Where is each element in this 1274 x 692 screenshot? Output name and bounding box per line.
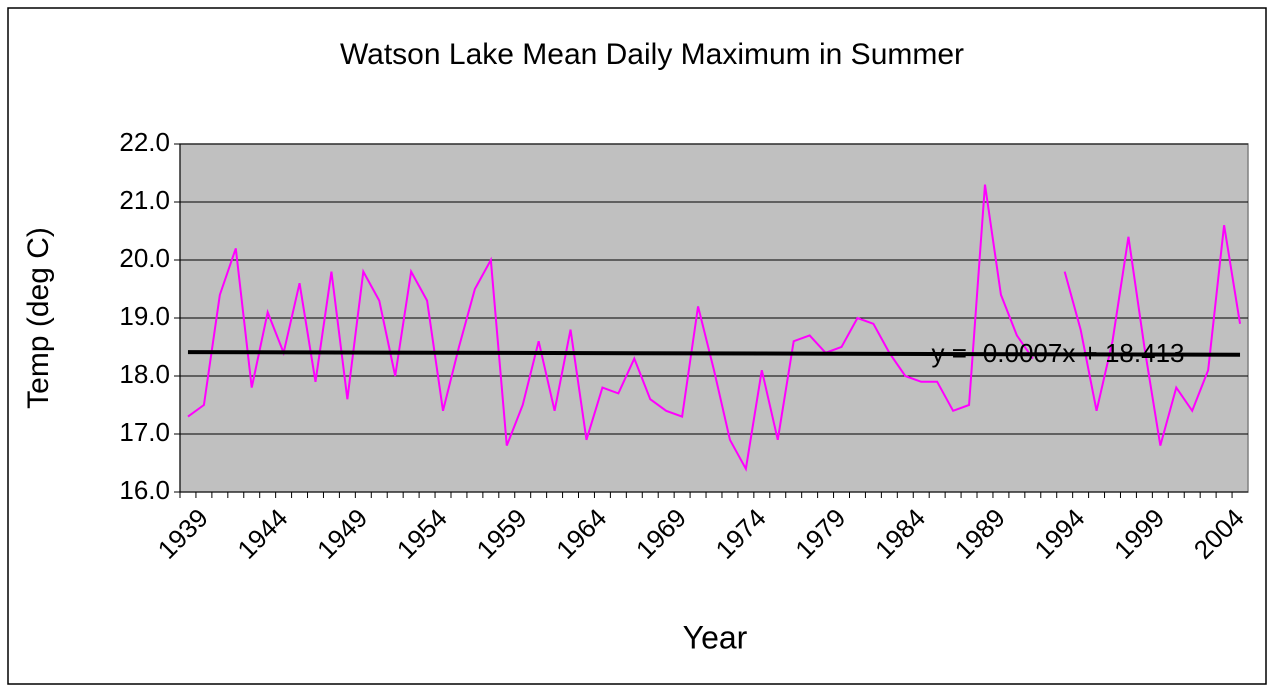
y-tick-label: 20.0 (119, 243, 170, 273)
y-tick-label: 19.0 (119, 301, 170, 331)
y-axis-label: Temp (deg C) (22, 227, 55, 409)
y-tick-label: 16.0 (119, 475, 170, 505)
y-tick-label: 17.0 (119, 417, 170, 447)
data-line (187, 184, 1242, 472)
y-tick-label: 22.0 (119, 127, 170, 157)
y-tick-label: 18.0 (119, 359, 170, 389)
x-axis-label: Year (683, 619, 748, 655)
trendline-label: y = -0.0007x + 18.413 (932, 338, 1185, 368)
chart-title: Watson Lake Mean Daily Maximum in Summer (340, 38, 964, 71)
trendline (187, 350, 1241, 357)
y-tick-label: 21.0 (119, 185, 170, 215)
